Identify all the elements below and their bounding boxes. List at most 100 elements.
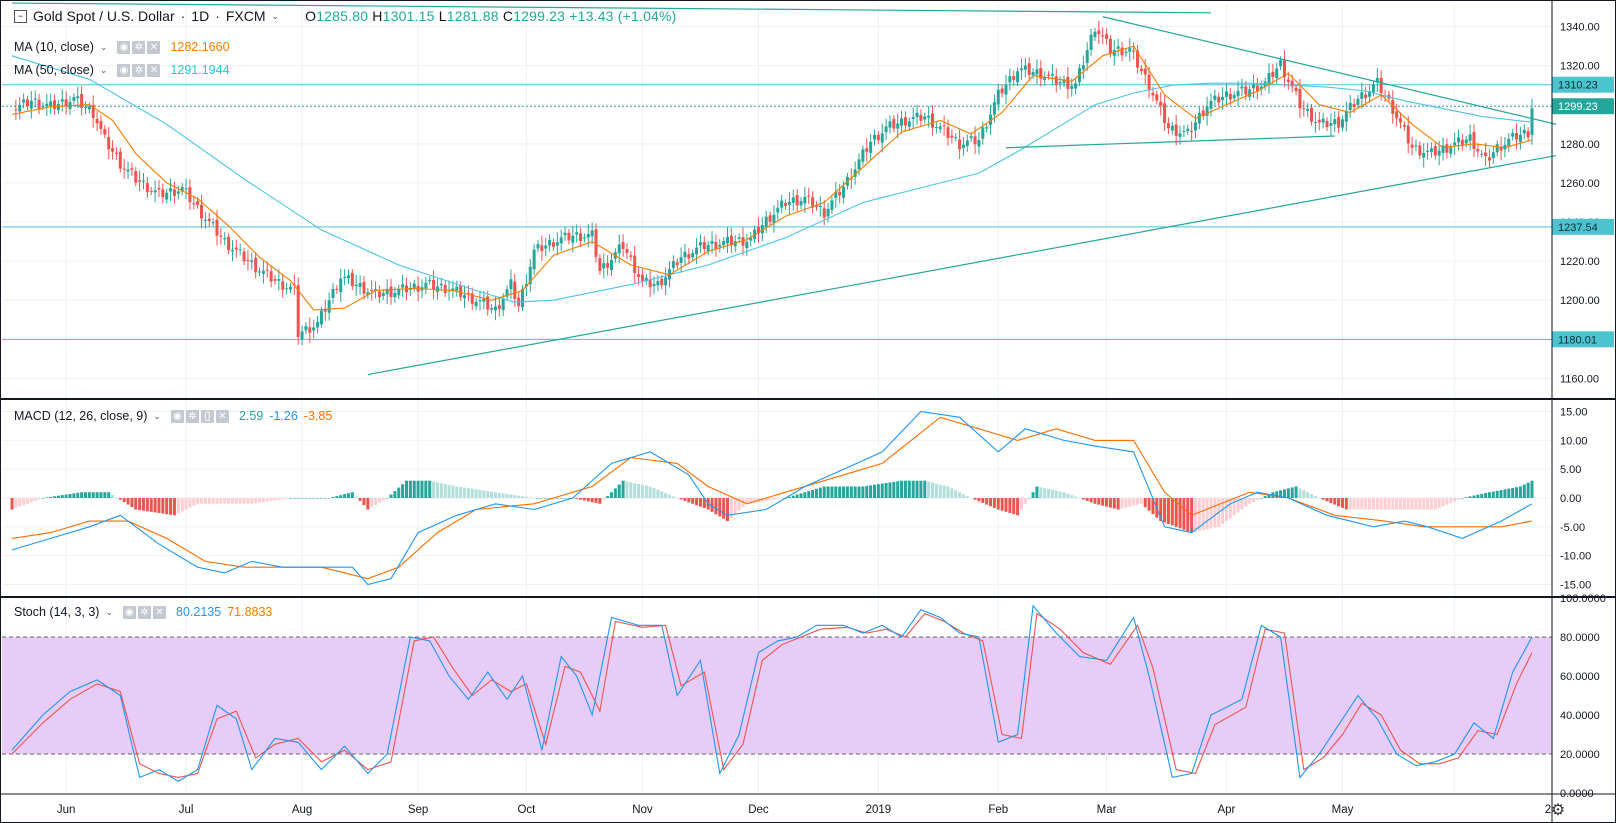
eye-icon[interactable]: ◉ xyxy=(170,409,184,423)
eye-icon[interactable]: ◉ xyxy=(117,40,131,54)
macd-histogram-bar xyxy=(1302,490,1306,498)
candle-body xyxy=(103,129,107,135)
macd-histogram-bar xyxy=(1356,498,1360,510)
stoch-axis-tick-label: 20.0000 xyxy=(1560,749,1600,761)
collapse-icon[interactable]: − xyxy=(14,9,27,23)
macd-histogram-bar xyxy=(335,496,339,498)
candle-body xyxy=(1170,125,1174,131)
macd-histogram-bar xyxy=(675,498,679,499)
macd-histogram-bar xyxy=(1105,498,1109,507)
ma50-label[interactable]: MA (50, close) xyxy=(14,63,94,77)
macd-histogram-bar xyxy=(1263,496,1267,498)
macd-histogram-bar xyxy=(660,491,664,498)
gear-icon[interactable]: ✲ xyxy=(138,605,152,619)
time-axis-tick-label: 2019 xyxy=(866,804,892,816)
macd-histogram-bar xyxy=(1279,490,1283,498)
eye-icon[interactable]: ◉ xyxy=(117,63,131,77)
candle-body xyxy=(679,257,683,263)
interval[interactable]: 1D xyxy=(191,8,210,24)
candle-body xyxy=(1135,50,1139,68)
macd-histogram-bar xyxy=(428,480,432,498)
candle-body xyxy=(459,285,463,298)
macd-histogram-bar xyxy=(103,492,107,498)
stoch-label[interactable]: Stoch (14, 3, 3) xyxy=(14,605,100,619)
chart-settings-gear-icon[interactable]: ⚙ xyxy=(1550,802,1566,819)
candle-body xyxy=(733,241,737,247)
braces-icon[interactable]: {} xyxy=(200,409,214,423)
macd-histogram-bar xyxy=(1043,488,1047,498)
candle-body xyxy=(254,258,258,273)
candle-body xyxy=(165,192,169,200)
chevron-down-icon[interactable]: ⌄ xyxy=(99,64,108,75)
candle-body xyxy=(818,205,822,207)
candle-body xyxy=(319,310,323,325)
candle-body xyxy=(1515,133,1519,140)
candle-body xyxy=(532,249,536,270)
candle-body xyxy=(544,245,548,249)
gear-icon[interactable]: ✲ xyxy=(185,409,199,423)
candle-body xyxy=(996,89,1000,105)
chevron-down-icon[interactable]: ⌄ xyxy=(105,606,114,617)
macd-histogram-bar xyxy=(521,496,525,498)
macd-histogram-bar xyxy=(269,498,273,501)
candle-body xyxy=(350,273,354,287)
candle-body xyxy=(749,237,753,241)
macd-label[interactable]: MACD (12, 26, close, 9) xyxy=(14,409,148,423)
close-icon[interactable]: ✕ xyxy=(147,63,161,77)
candle-body xyxy=(884,126,888,133)
macd-histogram-bar xyxy=(1294,486,1298,498)
macd-histogram-bar xyxy=(683,498,687,501)
candle-body xyxy=(1356,98,1360,105)
gear-icon[interactable]: ✲ xyxy=(132,40,146,54)
candle-body xyxy=(1395,111,1399,119)
macd-histogram-bar xyxy=(1224,498,1228,522)
symbol-title[interactable]: Gold Spot / U.S. Dollar xyxy=(33,8,175,24)
macd-histogram-bar xyxy=(1387,498,1391,510)
close-icon[interactable]: ✕ xyxy=(215,409,229,423)
candle-body xyxy=(1163,103,1167,124)
macd-histogram-bar xyxy=(586,498,590,502)
candle-body xyxy=(234,247,238,250)
macd-histogram-bar xyxy=(60,495,64,498)
candle-body xyxy=(606,263,610,268)
macd-histogram-bar xyxy=(969,498,973,499)
gear-icon[interactable]: ✲ xyxy=(132,63,146,77)
close-icon[interactable]: ✕ xyxy=(153,605,167,619)
macd-histogram-bar xyxy=(327,498,331,499)
candle-body xyxy=(714,242,718,250)
macd-histogram-bar xyxy=(316,498,320,499)
macd-histogram-bar xyxy=(942,485,946,498)
macd-histogram-bar xyxy=(1035,486,1039,498)
candle-body xyxy=(1085,49,1089,63)
macd-histogram-bar xyxy=(281,498,285,500)
chevron-down-icon[interactable]: ⌄ xyxy=(153,410,161,421)
candle-body xyxy=(428,279,432,281)
macd-histogram-bar xyxy=(1027,498,1031,499)
macd-histogram-bar xyxy=(1406,498,1410,510)
chevron-down-icon[interactable]: ⌄ xyxy=(271,10,280,21)
macd-histogram-bar xyxy=(374,498,378,505)
candle-body xyxy=(1186,128,1190,132)
chevron-down-icon[interactable]: ⌄ xyxy=(99,41,108,52)
candle-body xyxy=(122,168,126,170)
macd-histogram-bar xyxy=(300,498,304,499)
candle-body xyxy=(1108,38,1112,54)
macd-histogram-bar xyxy=(1267,494,1271,498)
candle-body xyxy=(1375,77,1379,83)
ma50-value: 1291.1944 xyxy=(170,63,230,77)
macd-histogram-bar xyxy=(18,498,22,507)
close-icon[interactable]: ✕ xyxy=(147,40,161,54)
macd-histogram-bar xyxy=(1460,498,1464,499)
candle-body xyxy=(200,204,204,219)
ma10-label[interactable]: MA (10, close) xyxy=(14,40,94,54)
candle-body xyxy=(973,136,977,145)
macd-histogram-bar xyxy=(122,498,126,503)
macd-histogram-bar xyxy=(1290,487,1294,498)
candle-body xyxy=(490,308,494,310)
macd-histogram-bar xyxy=(923,480,927,498)
candle-body xyxy=(803,196,807,204)
candle-body xyxy=(536,244,540,249)
candle-body xyxy=(540,245,544,251)
eye-icon[interactable]: ◉ xyxy=(123,605,137,619)
